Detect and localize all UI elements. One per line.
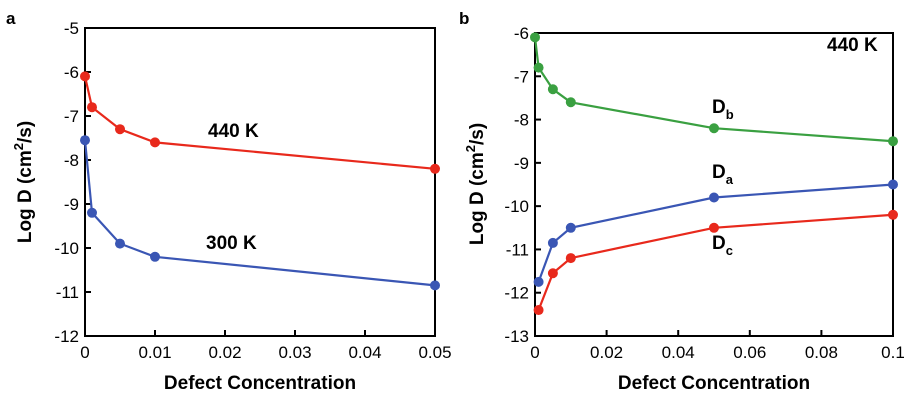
panel-b-x-ticks: 0 0.02 0.04 0.06 0.08 0.1 [530, 330, 905, 362]
y-tick-label: -13 [504, 327, 529, 346]
db-main: D [712, 97, 726, 118]
panel-b-label-da: Da [712, 162, 734, 187]
y-tick-label: -8 [64, 151, 79, 170]
y-tick-label: -8 [514, 111, 529, 130]
da-sub: a [726, 172, 734, 187]
panel-b-y-axis-title: Log D (cm2/s) [463, 123, 488, 245]
x-tick-label: 0.04 [348, 343, 381, 362]
panel-b-title: 440 K [827, 35, 878, 56]
y-tick-label: -10 [54, 239, 79, 258]
data-point [888, 179, 898, 190]
panel-a-plot-frame [84, 27, 436, 337]
panel-a-x-ticks: 0 0.01 0.02 0.03 0.04 0.05 [80, 330, 452, 362]
y-tick-label: -11 [56, 283, 79, 302]
x-tick-label: 0 [80, 343, 89, 362]
y-tick-label: -6 [514, 24, 529, 43]
series-line [83, 76, 436, 170]
data-point [709, 222, 719, 233]
panel-a-series [80, 71, 440, 291]
y-tick-label: -6 [64, 63, 79, 82]
y-tick-label: -10 [504, 197, 529, 216]
panel-b-x-axis-title: Defect Concentration [618, 373, 810, 394]
panel-a-x-axis-title: Defect Concentration [164, 373, 356, 394]
y-tick-label: -7 [64, 107, 79, 126]
dc-sub: c [726, 243, 733, 258]
y-tick-label: -9 [514, 154, 529, 173]
series-line [533, 37, 894, 143]
series-line [83, 140, 436, 287]
x-tick-label: 0.02 [208, 343, 241, 362]
panel-a-ylabel-end: /s) [15, 121, 36, 143]
panel-a-label-440k: 440 K [208, 121, 259, 142]
panel-b-label: b [459, 9, 469, 28]
data-point [430, 163, 440, 174]
data-point [533, 276, 544, 287]
x-tick-label: 0.05 [418, 343, 451, 362]
data-point [709, 123, 719, 134]
panel-b-ylabel-main: Log D (cm [467, 152, 488, 245]
data-point [80, 135, 90, 146]
dc-main: D [712, 233, 726, 254]
data-point [547, 237, 558, 248]
data-point [565, 222, 576, 233]
data-point [533, 62, 544, 73]
panel-a-ylabel-main: Log D (cm [15, 150, 36, 243]
data-point [150, 251, 160, 262]
data-point [533, 305, 544, 316]
data-point [565, 97, 576, 108]
x-tick-label: 0.08 [805, 343, 838, 362]
x-tick-label: 0.06 [733, 343, 766, 362]
data-point [547, 84, 558, 95]
panel-b-ylabel-end: /s) [467, 123, 488, 145]
data-point [565, 253, 576, 264]
data-point [430, 280, 440, 291]
data-point [150, 137, 160, 148]
data-point [80, 71, 90, 82]
data-point [87, 207, 97, 218]
y-tick-label: -7 [514, 67, 529, 86]
x-tick-label: 0.03 [278, 343, 311, 362]
data-point [888, 136, 898, 147]
data-point [115, 124, 125, 135]
data-point [530, 32, 540, 43]
panel-a-label: a [6, 9, 16, 28]
data-point [709, 192, 719, 203]
x-tick-label: 0.01 [138, 343, 171, 362]
panel-b-label-db: Db [712, 97, 734, 122]
panel-b: b 0 0.02 0.04 0.06 0.08 0.1 -13-12-11-10-9-8-… [459, 9, 905, 394]
y-tick-label: -12 [504, 284, 529, 303]
x-tick-label: 0.02 [590, 343, 623, 362]
x-tick-label: 0.1 [881, 343, 905, 362]
panel-a-y-ticks: -12 -11 -10 -9 -8 -7 -6 -5 [54, 19, 91, 346]
panel-a-label-300k: 300 K [206, 233, 257, 254]
data-point [115, 238, 125, 249]
data-point [547, 268, 558, 279]
panel-a: a 0 0.01 0.02 0.03 0.04 0.05 -12-11-10-9-8-7-… [6, 9, 452, 394]
panel-b-ylabel-sup: 2 [463, 145, 478, 152]
panel-a-ylabel-sup: 2 [11, 143, 26, 150]
data-point [888, 209, 898, 220]
data-point [87, 102, 97, 113]
x-tick-label: 0.04 [662, 343, 695, 362]
panel-b-series [530, 32, 898, 316]
y-tick-label: -5 [64, 19, 79, 38]
y-tick-label: -12 [54, 327, 79, 346]
panel-b-y-ticks: -13 -12 -11 -10 -9 -8 -7 -6 [504, 24, 541, 346]
y-tick-label: -9 [64, 195, 79, 214]
panel-a-y-axis-title: Log D (cm2/s) [11, 121, 36, 243]
panel-b-label-dc: Dc [712, 233, 733, 258]
y-tick-label: -11 [506, 240, 529, 259]
panel-b-plot-frame [534, 32, 894, 337]
da-main: D [712, 162, 726, 183]
x-tick-label: 0 [530, 343, 539, 362]
db-sub: b [726, 107, 734, 122]
